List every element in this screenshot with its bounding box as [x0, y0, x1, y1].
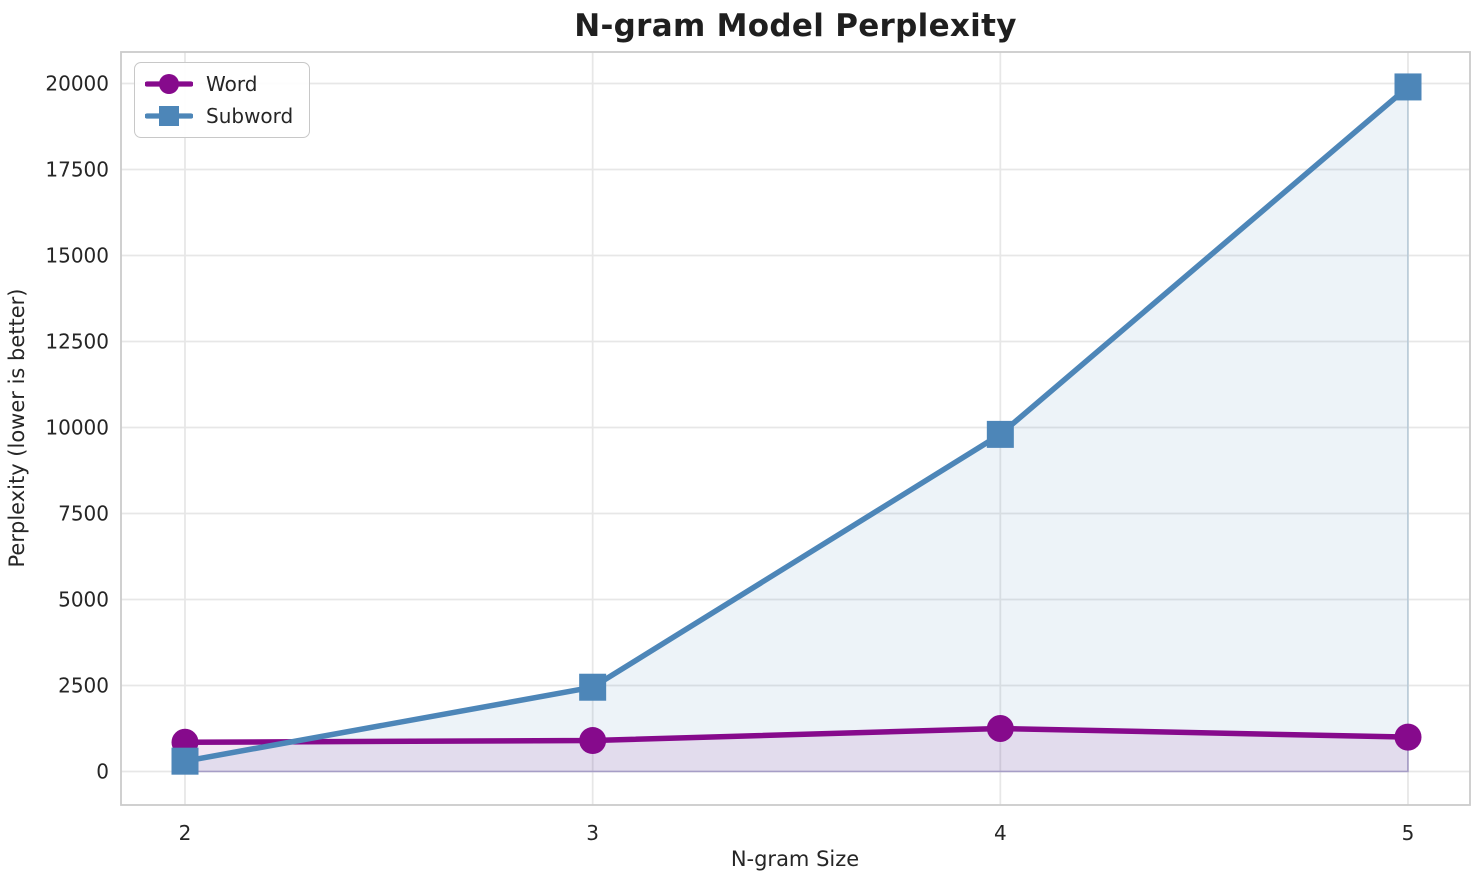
legend-label: Word	[206, 72, 258, 96]
y-tick-label: 5000	[58, 588, 109, 612]
legend-marker-square-icon	[145, 106, 193, 126]
y-tick-label: 0	[96, 760, 109, 784]
chart-title: N-gram Model Perplexity	[574, 8, 1017, 44]
data-series	[171, 73, 1422, 775]
legend-circle-glyph	[159, 74, 179, 94]
data-point-subword	[1394, 73, 1422, 101]
data-point-subword	[579, 673, 607, 701]
y-tick-label: 17500	[45, 158, 109, 182]
legend-marker-circle-icon	[145, 74, 193, 94]
x-tick-label: 4	[994, 821, 1007, 845]
x-tick-label: 2	[179, 821, 192, 845]
y-tick-label: 10000	[45, 416, 109, 440]
data-point-subword	[171, 747, 199, 775]
area-fills	[184, 85, 1409, 773]
data-point-word	[579, 727, 607, 755]
legend-label: Subword	[206, 104, 294, 128]
y-tick-label: 7500	[58, 502, 109, 526]
y-axis-label: Perplexity (lower is better)	[5, 289, 29, 568]
y-tick-label: 2500	[58, 674, 109, 698]
legend: Word Subword	[134, 62, 311, 138]
data-point-word	[986, 715, 1014, 742]
series-area-subword	[184, 85, 1409, 773]
data-point-subword	[986, 420, 1014, 448]
x-axis-label: N-gram Size	[731, 847, 859, 871]
y-tick-label: 12500	[45, 330, 109, 354]
x-tick-label: 3	[586, 821, 599, 845]
plot-border	[120, 51, 1471, 806]
legend-item-word: Word	[145, 70, 293, 98]
series-line-word	[182, 725, 1411, 746]
series-line-subword	[182, 84, 1411, 764]
x-tick-labels: 2 3 4 5	[179, 821, 1415, 845]
legend-square-glyph	[159, 106, 179, 126]
y-tick-label: 20000	[45, 72, 109, 96]
y-tick-labels: 0 2500 5000 7500 10000 12500 15000 17500 20000	[45, 72, 109, 784]
gridlines	[121, 52, 1470, 805]
x-tick-label: 5	[1402, 821, 1415, 845]
data-point-word	[1394, 723, 1422, 751]
legend-item-subword: Subword	[145, 102, 293, 130]
y-tick-label: 15000	[45, 244, 109, 268]
